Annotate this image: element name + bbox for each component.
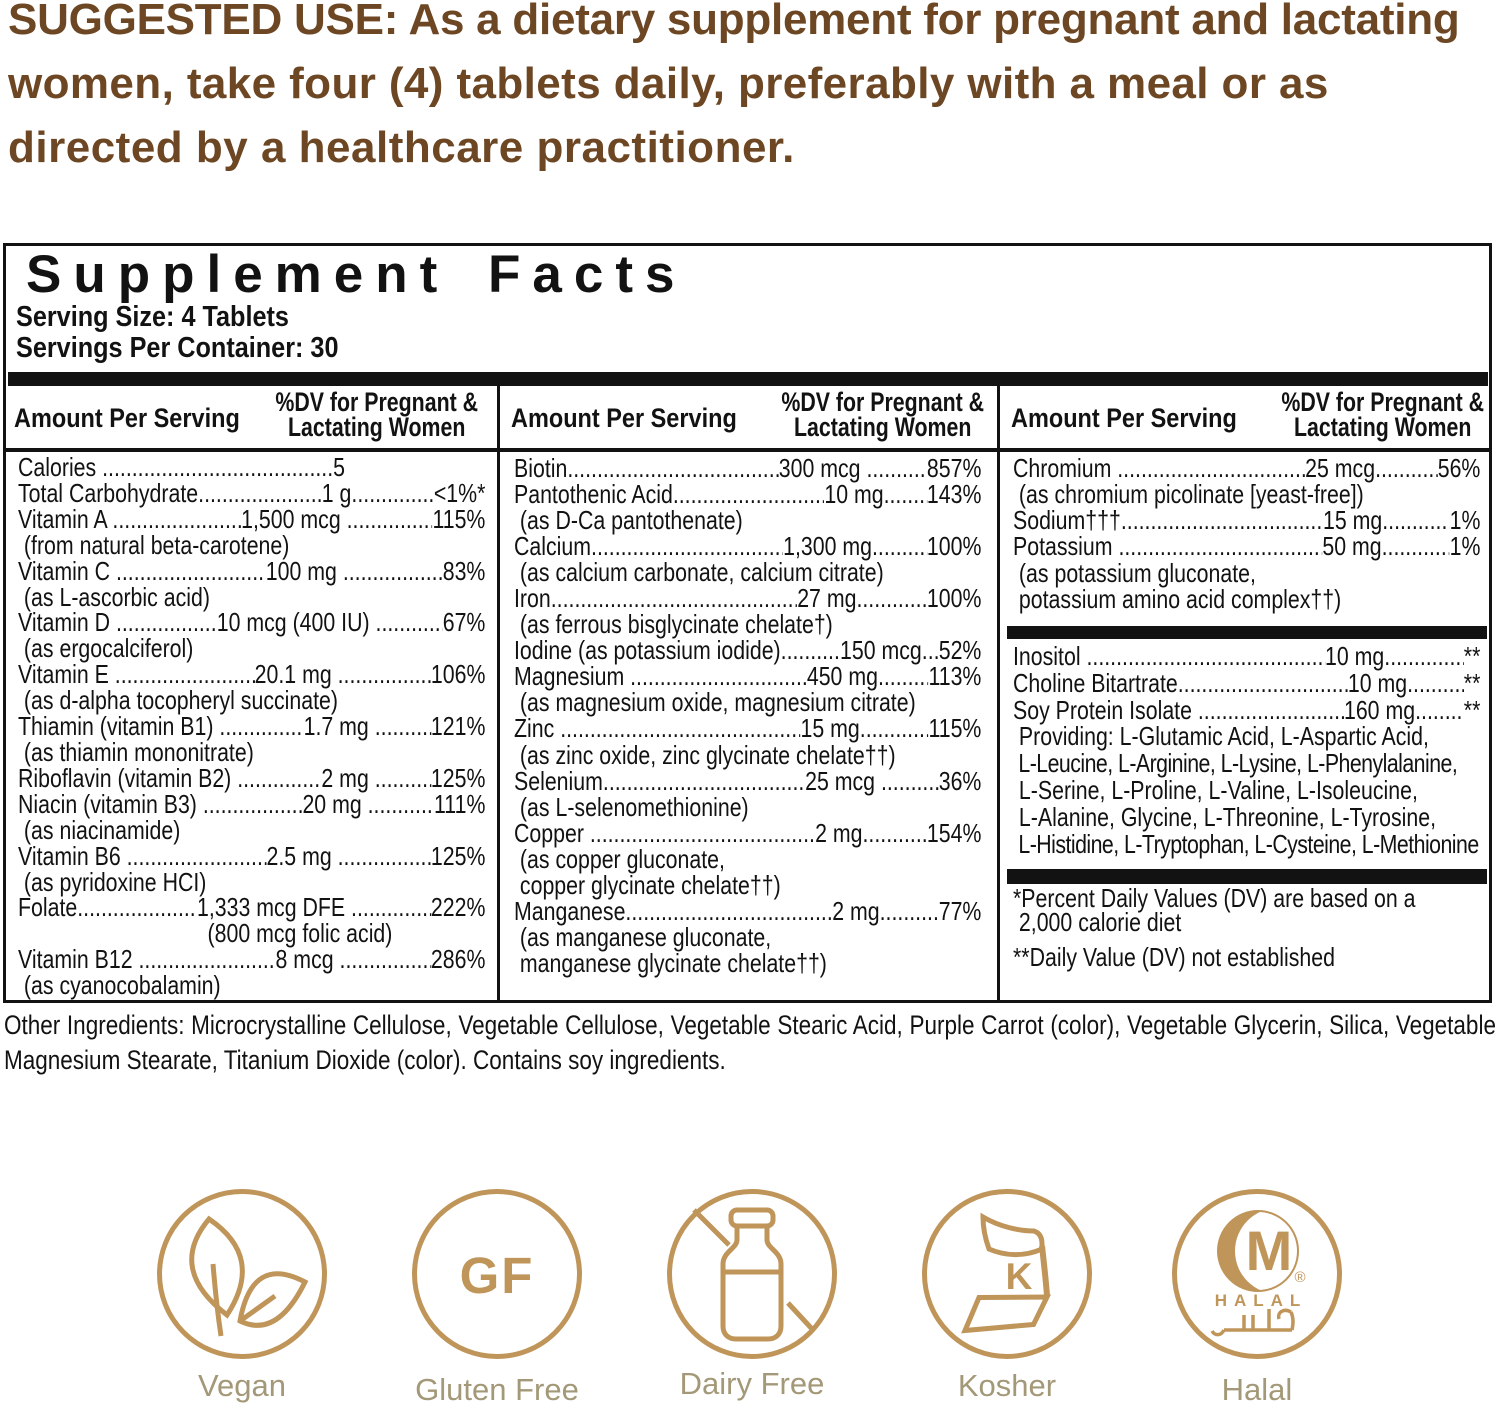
svg-text:K: K (1006, 1256, 1033, 1297)
svg-text:M: M (1246, 1219, 1293, 1282)
svg-text:HALAL: HALAL (1215, 1291, 1308, 1310)
svg-text:®: ® (1294, 1269, 1305, 1286)
svg-text:GF: GF (460, 1247, 535, 1304)
